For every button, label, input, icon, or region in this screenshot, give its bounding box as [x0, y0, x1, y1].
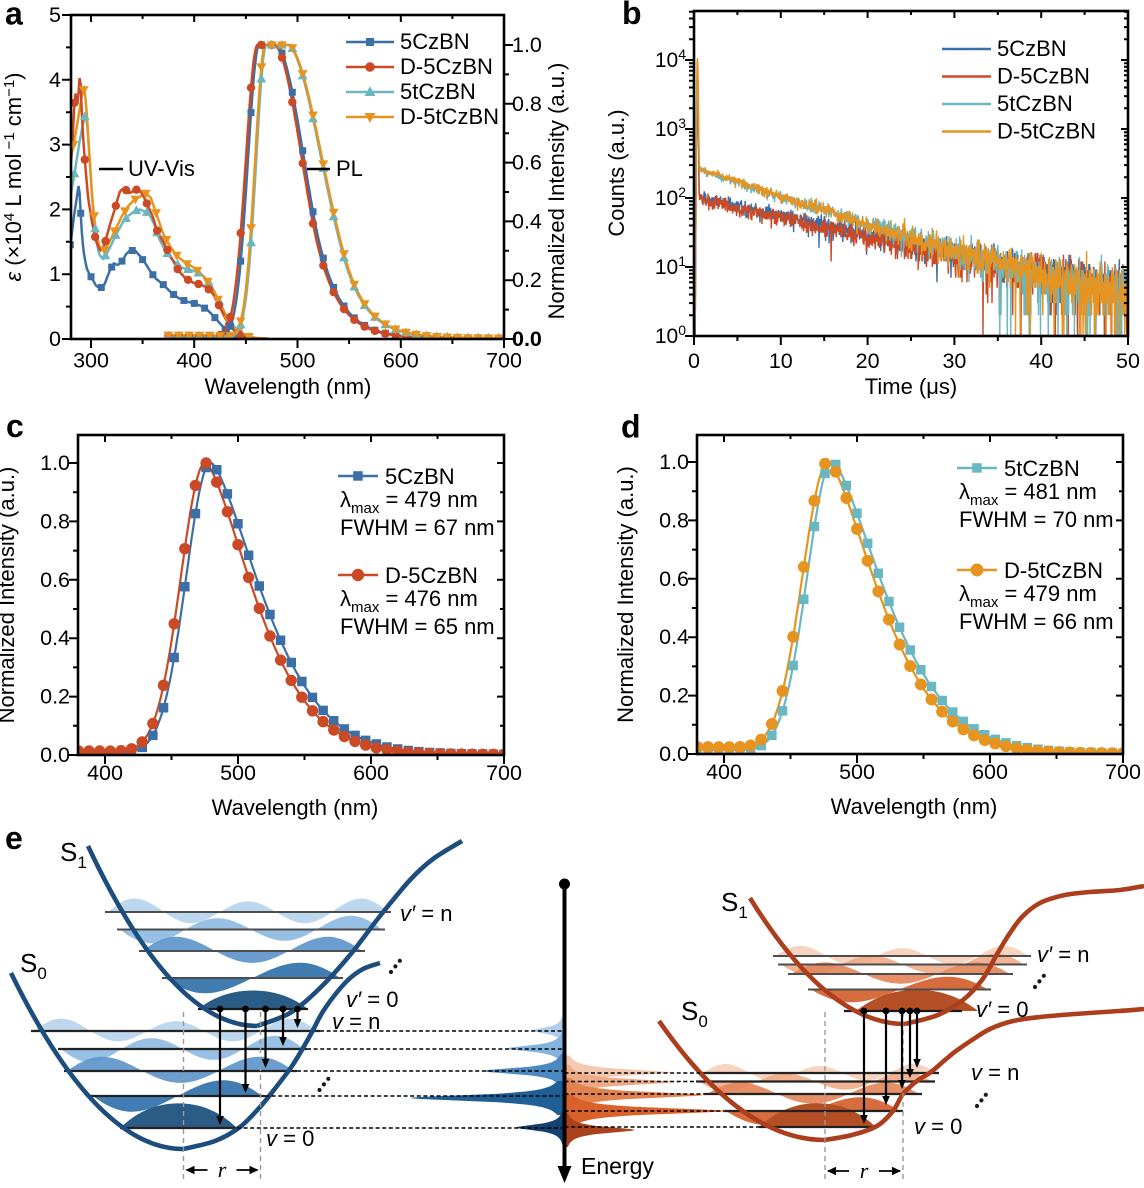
svg-text:0.8: 0.8	[659, 508, 689, 532]
svg-text:FWHM = 70 nm: FWHM = 70 nm	[959, 507, 1114, 532]
svg-text:v′ = 0: v′ = 0	[976, 997, 1028, 1022]
svg-text:5: 5	[49, 3, 61, 27]
svg-text:5CzBN: 5CzBN	[400, 29, 470, 54]
svg-text:3: 3	[49, 133, 61, 157]
svg-text:0.2: 0.2	[659, 684, 689, 708]
svg-text:400: 400	[176, 349, 212, 373]
svg-text:1: 1	[49, 262, 61, 286]
svg-text:0.6: 0.6	[512, 151, 542, 175]
svg-text:5tCzBN: 5tCzBN	[997, 91, 1073, 116]
svg-text:0.4: 0.4	[659, 625, 689, 649]
svg-text:1.0: 1.0	[659, 450, 689, 474]
svg-text:D-5CzBN: D-5CzBN	[997, 64, 1090, 89]
svg-text:700: 700	[486, 761, 522, 785]
svg-text:FWHM = 65 nm: FWHM = 65 nm	[340, 614, 495, 639]
svg-text:0.2: 0.2	[512, 268, 542, 292]
svg-text:0.0: 0.0	[40, 743, 70, 767]
svg-text:v = 0: v = 0	[914, 1114, 962, 1139]
svg-text:Normalized Intensity (a.u.): Normalized Intensity (a.u.)	[613, 466, 638, 723]
svg-text:D-5CzBN: D-5CzBN	[385, 563, 478, 588]
svg-text:0.4: 0.4	[512, 209, 542, 233]
svg-text:0.4: 0.4	[40, 626, 70, 650]
svg-text:r: r	[218, 1157, 227, 1182]
svg-text:v′ = n: v′ = n	[1037, 942, 1089, 967]
svg-text:500: 500	[280, 349, 316, 373]
svg-text:0.8: 0.8	[512, 92, 542, 116]
svg-text:600: 600	[972, 760, 1008, 784]
svg-text:400: 400	[706, 760, 742, 784]
svg-text:v = n: v = n	[971, 1060, 1019, 1085]
svg-text:5CzBN: 5CzBN	[997, 36, 1067, 61]
svg-text:Wavelength (nm): Wavelength (nm)	[212, 795, 379, 820]
svg-text:D-5tCzBN: D-5tCzBN	[1004, 558, 1103, 583]
svg-text:10: 10	[769, 349, 793, 373]
svg-text:b: b	[622, 0, 642, 31]
svg-text:700: 700	[1105, 760, 1141, 784]
svg-text:0: 0	[688, 349, 700, 373]
svg-text:Time (μs): Time (μs)	[865, 374, 958, 399]
svg-text:D-5CzBN: D-5CzBN	[400, 54, 493, 79]
svg-text:40: 40	[1029, 349, 1053, 373]
svg-text:500: 500	[220, 761, 256, 785]
svg-text:D-5tCzBN: D-5tCzBN	[997, 119, 1096, 144]
svg-text:300: 300	[73, 349, 109, 373]
svg-text:5CzBN: 5CzBN	[385, 464, 455, 489]
svg-text:FWHM = 67 nm: FWHM = 67 nm	[340, 515, 495, 540]
svg-text:Counts (a.u.): Counts (a.u.)	[604, 109, 629, 236]
svg-text:c: c	[6, 408, 24, 444]
svg-text:500: 500	[839, 760, 875, 784]
svg-text:600: 600	[383, 349, 419, 373]
svg-text:0: 0	[49, 327, 61, 351]
svg-text:Normalized Intensity (a.u.): Normalized Intensity (a.u.)	[544, 63, 569, 320]
svg-text:v′ = 0: v′ = 0	[346, 987, 398, 1012]
svg-text:1.0: 1.0	[512, 33, 542, 57]
svg-text:a: a	[5, 0, 23, 32]
svg-text:0.0: 0.0	[659, 742, 689, 766]
svg-text:400: 400	[87, 761, 123, 785]
svg-text:0.0: 0.0	[512, 327, 542, 351]
svg-text:Wavelength (nm): Wavelength (nm)	[831, 794, 998, 819]
svg-text:Normalized Intensity (a.u.): Normalized Intensity (a.u.)	[0, 467, 19, 724]
svg-text:Wavelength (nm): Wavelength (nm)	[205, 374, 372, 399]
svg-text:0.6: 0.6	[659, 567, 689, 591]
svg-text:v = n: v = n	[332, 1009, 380, 1034]
svg-text:1.0: 1.0	[40, 451, 70, 475]
svg-text:r: r	[860, 1158, 869, 1183]
svg-text:50: 50	[1116, 349, 1140, 373]
svg-text:4: 4	[49, 68, 61, 92]
svg-text:20: 20	[856, 349, 880, 373]
svg-text:5tCzBN: 5tCzBN	[400, 79, 476, 104]
svg-text:d: d	[621, 409, 641, 445]
svg-text:FWHM = 66 nm: FWHM = 66 nm	[959, 609, 1114, 634]
svg-text:0.8: 0.8	[40, 509, 70, 533]
svg-text:30: 30	[942, 349, 966, 373]
svg-text:600: 600	[353, 761, 389, 785]
svg-text:ε (×104 L mol −1 cm−1): ε (×104 L mol −1 cm−1)	[1, 72, 26, 281]
svg-text:e: e	[5, 820, 23, 856]
svg-text:Energy: Energy	[581, 1153, 654, 1179]
svg-text:700: 700	[486, 349, 522, 373]
svg-text:5tCzBN: 5tCzBN	[1004, 456, 1080, 481]
svg-text:PL: PL	[336, 156, 363, 181]
svg-text:UV-Vis: UV-Vis	[128, 156, 195, 181]
svg-text:0.6: 0.6	[40, 568, 70, 592]
svg-text:2: 2	[49, 197, 61, 221]
svg-text:v = 0: v = 0	[266, 1126, 314, 1151]
svg-text:0.2: 0.2	[40, 685, 70, 709]
svg-text:D-5tCzBN: D-5tCzBN	[400, 104, 499, 129]
svg-text:v′ = n: v′ = n	[400, 901, 452, 926]
svg-text:S1: S1	[60, 837, 87, 872]
